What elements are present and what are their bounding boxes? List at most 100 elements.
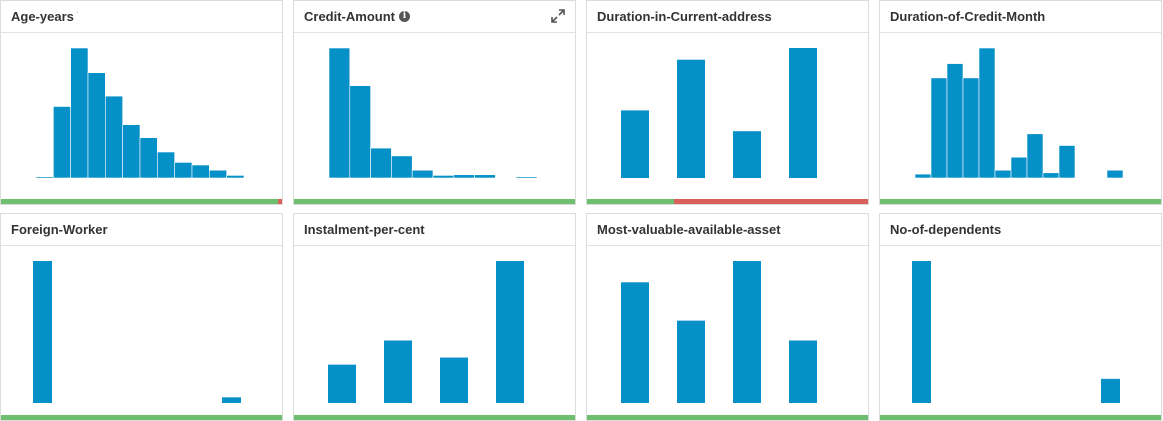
histogram-bar[interactable] [677, 320, 705, 403]
title-mark: ˈ [75, 11, 80, 22]
quality-ok-segment [587, 415, 868, 420]
histogram-chart [33, 261, 241, 403]
histogram-bar[interactable] [946, 63, 964, 179]
histogram-card[interactable]: Credit-Amount i [293, 0, 576, 205]
histogram-card[interactable]: Duration-of-Credit-Month [879, 0, 1162, 205]
histogram-bar[interactable] [157, 151, 175, 179]
card-title: Duration-of-Credit-Month [890, 9, 1046, 24]
histogram-bar[interactable] [962, 77, 980, 179]
histogram-chart [914, 47, 1124, 179]
histogram-bar[interactable] [440, 357, 468, 403]
data-quality-bar [587, 199, 868, 204]
histogram-chart [328, 47, 538, 179]
histogram-bar[interactable] [87, 72, 106, 179]
histogram-bar[interactable] [411, 169, 434, 179]
quality-ok-segment [880, 199, 1161, 204]
card-header: Age-years ˈ [1, 1, 282, 33]
histogram-chart [912, 261, 1120, 403]
histogram-bar[interactable] [789, 48, 817, 178]
histogram-bar[interactable] [914, 173, 932, 179]
histogram-bar[interactable] [349, 85, 371, 179]
histogram-bar[interactable] [1106, 169, 1124, 179]
quality-ok-segment [880, 415, 1161, 420]
histogram-bar[interactable] [994, 169, 1012, 179]
quality-issue-segment [674, 199, 868, 204]
data-quality-bar [294, 199, 575, 204]
histogram-bar[interactable] [122, 124, 141, 179]
histogram-card[interactable]: Foreign-Worker [0, 213, 283, 421]
histogram-bar[interactable] [733, 261, 761, 403]
data-quality-bar [1, 415, 282, 420]
quality-ok-segment [294, 199, 575, 204]
histogram-bar[interactable] [496, 261, 524, 403]
histogram-bar[interactable] [1101, 378, 1120, 403]
histogram-card[interactable]: Most-valuable-available-asset [586, 213, 869, 421]
histogram-card[interactable]: Age-years ˈ [0, 0, 283, 205]
histogram-bar[interactable] [384, 340, 412, 403]
histogram-bar[interactable] [191, 164, 210, 179]
histogram-card[interactable]: Duration-in-Current-address [586, 0, 869, 205]
histogram-bar[interactable] [474, 174, 496, 179]
card-title: Duration-in-Current-address [597, 9, 772, 24]
histogram-bar[interactable] [105, 95, 123, 179]
histogram-bar[interactable] [733, 131, 761, 178]
histogram-chart [35, 47, 245, 179]
histogram-bar[interactable] [621, 110, 649, 178]
data-quality-bar [880, 415, 1161, 420]
card-title: Credit-Amount [304, 9, 395, 24]
histogram-bar[interactable] [1010, 156, 1028, 179]
card-title: No-of-dependents [890, 222, 1002, 237]
histogram-card[interactable]: No-of-dependents [879, 213, 1162, 421]
histogram-chart [328, 261, 524, 403]
data-quality-bar [880, 199, 1161, 204]
histogram-chart [621, 48, 817, 179]
histogram-bar[interactable] [370, 147, 392, 179]
histogram-bar[interactable] [35, 176, 54, 179]
histogram-bar[interactable] [789, 340, 817, 403]
quality-issue-segment [277, 199, 282, 204]
card-header: Duration-of-Credit-Month [880, 1, 1161, 33]
histogram-bar[interactable] [677, 59, 705, 179]
card-header: Duration-in-Current-address [587, 1, 868, 33]
histogram-bar[interactable] [621, 282, 649, 403]
card-header: Foreign-Worker [1, 214, 282, 246]
histogram-bar[interactable] [33, 261, 52, 403]
quality-ok-segment [1, 199, 278, 204]
histogram-bar[interactable] [222, 397, 241, 403]
histogram-bar[interactable] [1042, 172, 1060, 179]
histogram-chart [621, 261, 817, 403]
histogram-bar[interactable] [432, 175, 455, 179]
histogram-bar[interactable] [53, 106, 71, 179]
histogram-bar[interactable] [174, 162, 193, 179]
histogram-bar[interactable] [226, 175, 245, 179]
card-title: Instalment-per-cent [304, 222, 425, 237]
card-header: Credit-Amount i [294, 1, 575, 33]
histogram-bar[interactable] [515, 176, 538, 179]
card-header: Most-valuable-available-asset [587, 214, 868, 246]
histogram-bar[interactable] [209, 169, 227, 179]
card-title: Age-years [11, 9, 74, 24]
quality-ok-segment [1, 415, 282, 420]
histogram-bar[interactable] [1058, 145, 1076, 179]
histogram-bar[interactable] [1026, 133, 1044, 179]
info-icon[interactable]: i [399, 11, 410, 22]
histogram-bar[interactable] [139, 137, 158, 179]
histogram-bar[interactable] [70, 47, 89, 179]
histogram-bar[interactable] [930, 77, 948, 179]
quality-ok-segment [587, 199, 675, 204]
card-title: Most-valuable-available-asset [597, 222, 781, 237]
histogram-bar[interactable] [328, 47, 351, 179]
card-header: No-of-dependents [880, 214, 1161, 246]
quality-ok-segment [294, 415, 575, 420]
histogram-bar[interactable] [912, 261, 931, 403]
data-quality-bar [587, 415, 868, 420]
histogram-bar[interactable] [978, 47, 996, 179]
histogram-bar[interactable] [391, 155, 413, 179]
data-quality-bar [1, 199, 282, 204]
data-quality-bar [294, 415, 575, 420]
histogram-bar[interactable] [328, 364, 356, 403]
histogram-bar[interactable] [453, 174, 475, 179]
expand-icon[interactable] [551, 9, 565, 23]
histogram-card[interactable]: Instalment-per-cent [293, 213, 576, 421]
